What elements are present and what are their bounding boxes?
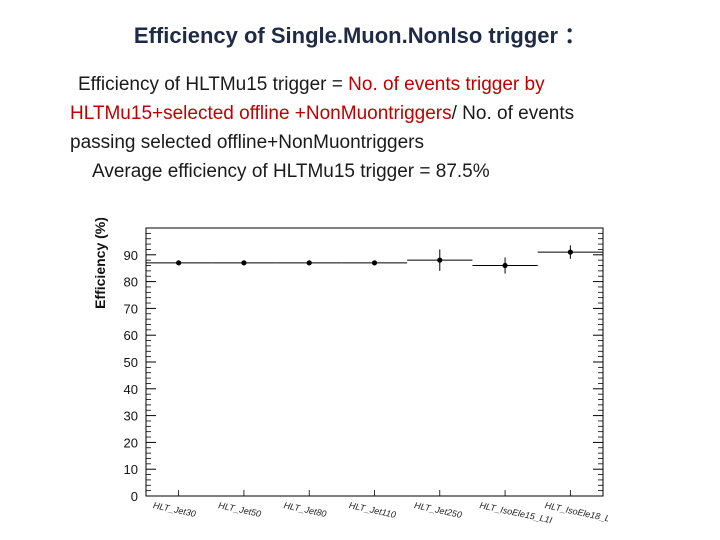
data-point-marker [241, 260, 247, 266]
y-axis-label: Efficiency (%) [92, 218, 108, 309]
slide-title: Efficiency of Single.Muon.NonIso trigger… [0, 18, 720, 50]
definition-line-1: Efficiency of HLTMu15 trigger = No. of e… [70, 70, 690, 99]
y-tick-label: 20 [124, 435, 138, 450]
y-tick-label: 60 [124, 328, 138, 343]
y-tick-label: 40 [124, 382, 138, 397]
y-tick-label: 70 [124, 301, 138, 316]
y-tick-label: 10 [124, 462, 138, 477]
y-tick-label: 80 [124, 275, 138, 290]
x-tick-label: HLT_Jet250 [413, 500, 462, 520]
x-axis-ticks: HLT_Jet30 HLT_Jet50 HLT_Jet80 HLT_Jet110 HLT… [152, 490, 623, 526]
x-tick-label: HLT_Jet80 [283, 500, 327, 519]
definition-denominator-part1: / No. of events [451, 103, 575, 124]
y-axis-ticks: 0 10 20 30 40 50 60 70 80 90 [124, 232, 603, 504]
data-point-marker [176, 260, 182, 266]
x-tick-label: HLT_IsoEle15_L1I [479, 500, 554, 525]
definition-prefix: Efficiency of HLTMu15 trigger = [78, 74, 349, 95]
x-tick-label: HLT_IsoEle18_L1R [544, 500, 608, 526]
data-points [146, 245, 603, 274]
x-tick-label: HLT_Jet30 [152, 500, 196, 519]
chart-frame [145, 227, 604, 497]
x-tick-label: HLT_Jet50 [218, 500, 262, 519]
definition-numerator-part2: HLTMu15+selected offline +NonMuontrigger… [70, 103, 452, 124]
average-efficiency-line: Average efficiency of HLTMu15 trigger = … [92, 161, 490, 182]
y-tick-label: 30 [124, 409, 138, 424]
definition-line-2: HLTMu15+selected offline +NonMuontrigger… [70, 99, 690, 128]
definition-line-3: passing selected offline+NonMuontriggers [70, 132, 425, 153]
data-point-marker [502, 262, 508, 269]
y-tick-label: 90 [124, 248, 138, 263]
data-point-marker [567, 249, 573, 255]
y-tick-label: 50 [124, 355, 138, 370]
plot-border [145, 227, 604, 497]
slide-title-text: Efficiency of Single.Muon.NonIso trigger [133, 23, 559, 48]
data-point-marker [371, 260, 378, 266]
slide-title-colon: ： [564, 23, 587, 48]
efficiency-chart: 0 10 20 30 40 50 60 70 80 90 HLT_Jet30 HLT_Jet50 HL… [88, 217, 623, 528]
efficiency-definition: Efficiency of HLTMu15 trigger = No. of e… [70, 70, 690, 186]
data-point-marker [306, 260, 312, 266]
definition-numerator-part1: No. of events trigger by [348, 74, 545, 95]
y-tick-label: 0 [131, 489, 138, 504]
x-tick-label: HLT_Jet110 [348, 500, 397, 520]
data-point-marker [437, 257, 443, 263]
